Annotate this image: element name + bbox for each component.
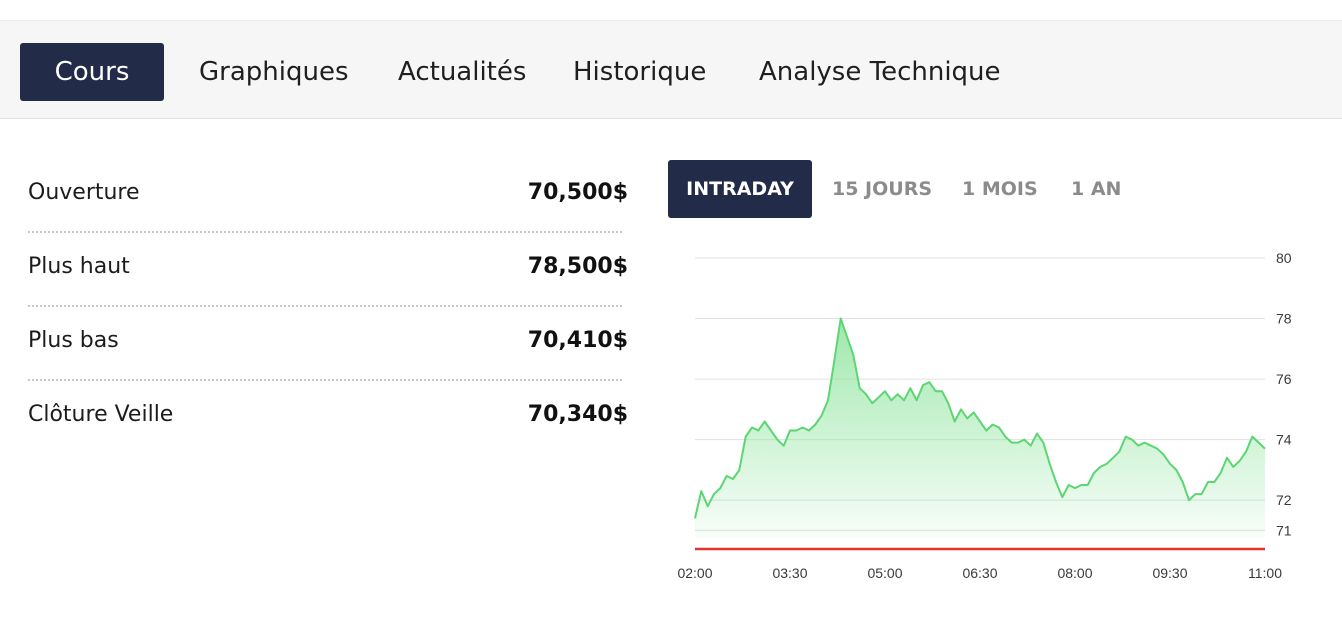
stat-value: 70,340$ — [527, 402, 628, 427]
y-axis-ticks: 71 72 74 76 78 80 — [1276, 250, 1292, 538]
y-tick-label: 74 — [1276, 432, 1292, 448]
tab-actualites[interactable]: Actualités — [398, 57, 527, 87]
y-tick-label: 80 — [1276, 250, 1292, 266]
period-1-mois-button[interactable]: 1 MOIS — [962, 178, 1038, 200]
y-tick-label: 78 — [1276, 311, 1292, 327]
dotted-divider — [28, 231, 622, 233]
x-tick-label: 08:00 — [1057, 565, 1092, 581]
stat-label: Plus bas — [28, 328, 119, 353]
stat-label: Plus haut — [28, 254, 130, 279]
stat-value: 70,500$ — [527, 180, 628, 205]
stat-value: 78,500$ — [527, 254, 628, 279]
y-tick-label: 72 — [1276, 492, 1292, 508]
price-area — [695, 318, 1265, 538]
stat-row-prev-close: Clôture Veille 70,340$ — [28, 382, 628, 456]
stat-label: Clôture Veille — [28, 402, 174, 427]
x-tick-label: 09:30 — [1152, 565, 1187, 581]
quote-tabs: Cours Graphiques Actualités Historique A… — [0, 20, 1342, 119]
stat-label: Ouverture — [28, 180, 140, 205]
tab-historique[interactable]: Historique — [573, 57, 707, 87]
x-axis-ticks: 02:00 03:30 05:00 06:30 08:00 09:30 11:00 — [677, 565, 1282, 581]
price-line — [694, 317, 1266, 519]
stat-row-low: Plus bas 70,410$ — [28, 308, 628, 382]
x-tick-label: 02:00 — [677, 565, 712, 581]
stat-value: 70,410$ — [527, 328, 628, 353]
intraday-chart: 71 72 74 76 78 80 02:00 03:30 05:00 06:30 08:00 09… — [677, 250, 1292, 581]
x-tick-label: 05:00 — [867, 565, 902, 581]
dotted-divider — [28, 305, 622, 307]
dotted-divider — [28, 379, 622, 381]
period-15-jours-button[interactable]: 15 JOURS — [832, 178, 933, 200]
period-1-an-button[interactable]: 1 AN — [1071, 178, 1122, 200]
stat-row-open: Ouverture 70,500$ — [28, 160, 628, 234]
period-intraday-button[interactable]: INTRADAY — [668, 160, 812, 218]
quote-stats: Ouverture 70,500$ Plus haut 78,500$ Plus… — [28, 160, 628, 456]
y-tick-label: 76 — [1276, 371, 1292, 387]
stat-row-high: Plus haut 78,500$ — [28, 234, 628, 308]
y-tick-label: 71 — [1276, 522, 1292, 538]
tab-graphiques[interactable]: Graphiques — [199, 57, 349, 87]
tab-analyse-technique[interactable]: Analyse Technique — [759, 57, 1001, 87]
x-tick-label: 11:00 — [1248, 565, 1282, 581]
x-tick-label: 03:30 — [772, 565, 807, 581]
tab-cours[interactable]: Cours — [20, 43, 164, 101]
x-tick-label: 06:30 — [962, 565, 997, 581]
